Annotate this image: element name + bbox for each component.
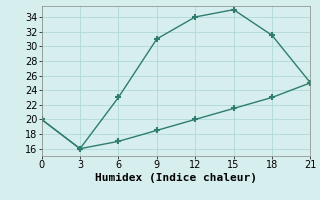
X-axis label: Humidex (Indice chaleur): Humidex (Indice chaleur) — [95, 173, 257, 183]
